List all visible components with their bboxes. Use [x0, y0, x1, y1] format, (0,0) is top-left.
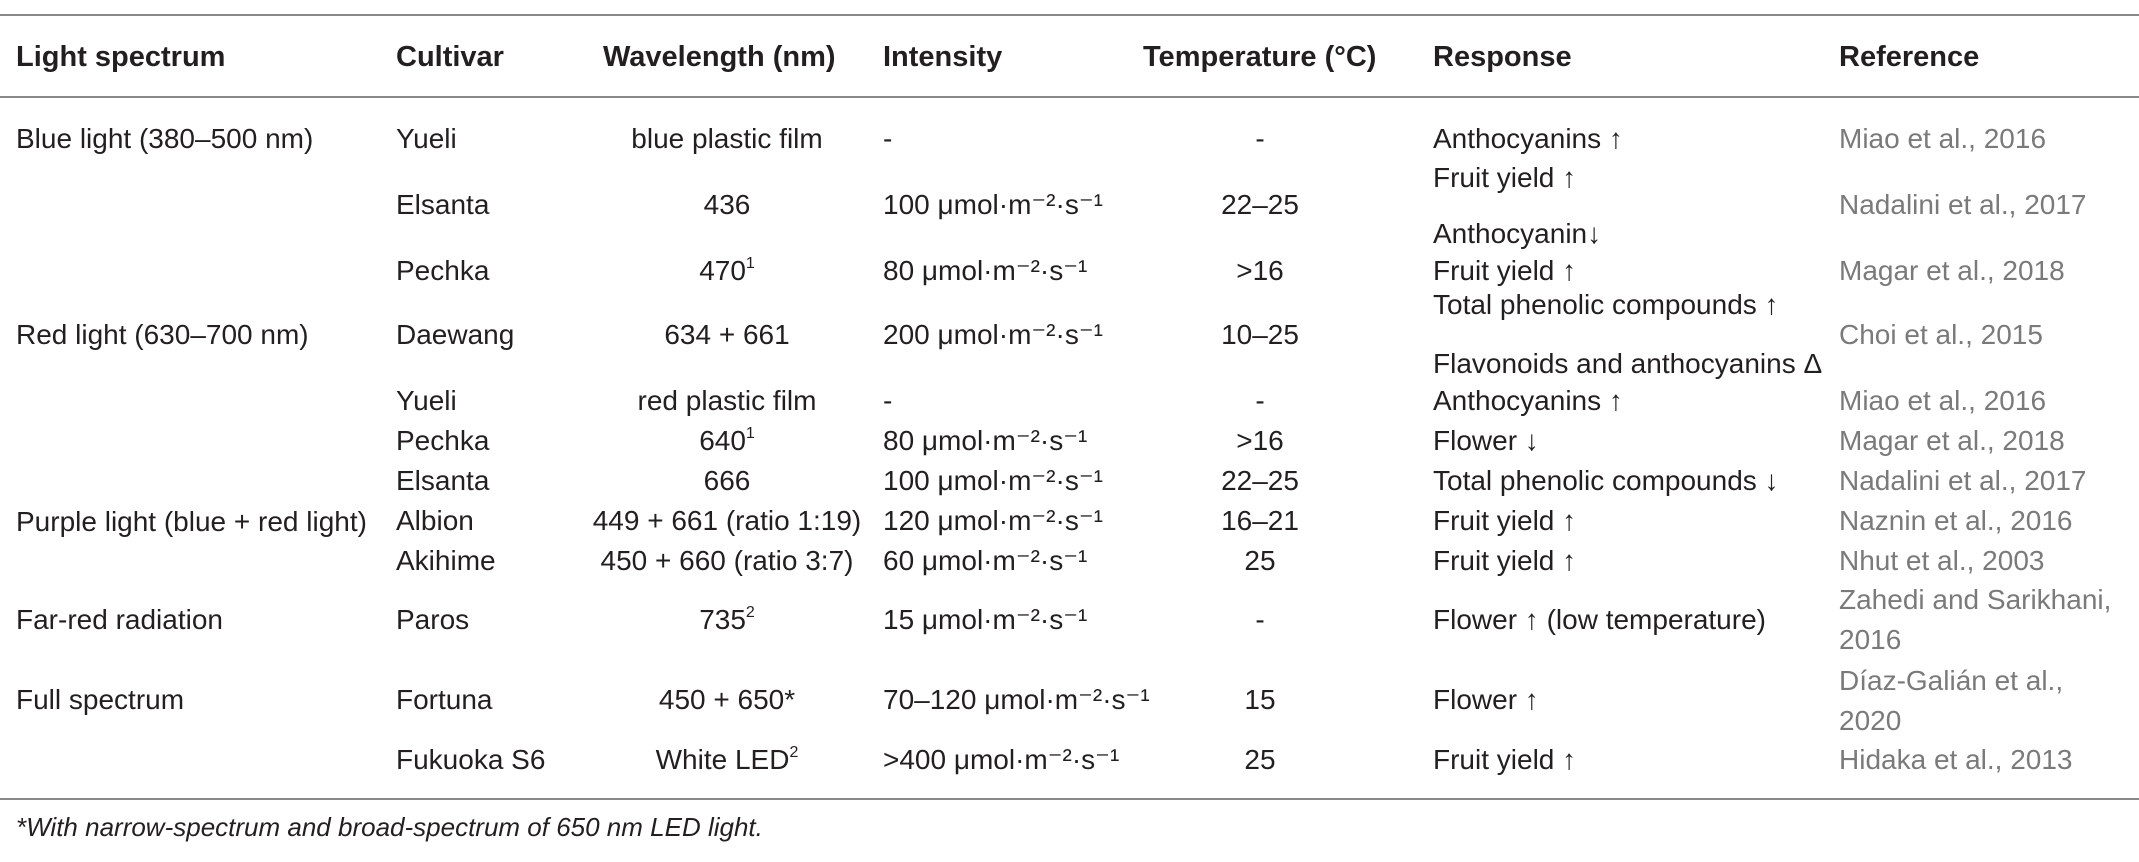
temperature-cell: 15 [1244, 684, 1276, 715]
reference-cell: Hidaka et al., 2013 [1839, 744, 2073, 775]
wavelength-cell: 436 [703, 189, 751, 220]
header-temperature: Temperature (°C) [1143, 41, 1377, 73]
intensity-cell: 100 μmol·m⁻²·s⁻¹ [883, 189, 1103, 220]
temperature-cell: 22–25 [1221, 189, 1299, 220]
header-light-spectrum: Light spectrum [16, 41, 226, 73]
header-response: Response [1433, 41, 1572, 73]
intensity-cell: 100 μmol·m⁻²·s⁻¹ [883, 465, 1103, 496]
cultivar-cell: Albion [396, 505, 474, 536]
intensity-cell: 200 μmol·m⁻²·s⁻¹ [883, 319, 1103, 350]
response-cell: Flower ↑ [1433, 684, 1539, 715]
header-wavelength: Wavelength (nm) [603, 41, 836, 73]
table-bottom-rule [0, 798, 2139, 800]
reference-cell: Nadalini et al., 2017 [1839, 189, 2087, 220]
wavelength-cell: 4701 [699, 255, 755, 286]
response-cell: Fruit yield ↑ [1433, 505, 1577, 536]
spectrum-label: Purple light (blue + red light) [16, 506, 367, 537]
temperature-cell: 16–21 [1221, 505, 1299, 536]
intensity-cell: 15 μmol·m⁻²·s⁻¹ [883, 604, 1088, 635]
intensity-cell: 80 μmol·m⁻²·s⁻¹ [883, 255, 1088, 286]
wavelength-cell: 6401 [699, 425, 755, 456]
reference-cell: Magar et al., 2018 [1839, 255, 2065, 286]
response-cell: Flavonoids and anthocyanins Δ [1433, 348, 1823, 379]
temperature-cell: - [1255, 385, 1265, 416]
wavelength-cell: 666 [703, 465, 751, 496]
table-header-rule [0, 96, 2139, 98]
cultivar-cell: Fortuna [396, 684, 493, 715]
temperature-cell: - [1255, 123, 1265, 154]
response-cell: Fruit yield ↑ [1433, 744, 1577, 775]
cultivar-cell: Elsanta [396, 189, 490, 220]
table-footnote: *With narrow-spectrum and broad-spectrum… [16, 812, 763, 842]
response-cell: Anthocyanins ↑ [1433, 385, 1623, 416]
reference-cell: Choi et al., 2015 [1839, 319, 2043, 350]
response-cell: Total phenolic compounds ↑ [1433, 289, 1779, 320]
temperature-cell: - [1255, 604, 1265, 635]
temperature-cell: 25 [1244, 545, 1276, 576]
response-cell: Fruit yield ↑ [1433, 545, 1577, 576]
reference-cell: Magar et al., 2018 [1839, 425, 2065, 456]
intensity-cell: >400 μmol·m⁻²·s⁻¹ [883, 744, 1120, 775]
intensity-cell: 60 μmol·m⁻²·s⁻¹ [883, 545, 1088, 576]
response-cell: Total phenolic compounds ↓ [1433, 465, 1779, 496]
temperature-cell: 22–25 [1221, 465, 1299, 496]
reference-cell: Miao et al., 2016 [1839, 385, 2047, 416]
wavelength-cell: White LED2 [655, 744, 799, 775]
cultivar-cell: Yueli [396, 385, 457, 416]
wavelength-cell: red plastic film [637, 385, 817, 416]
wavelength-footnote-marker: 2 [745, 604, 755, 621]
cultivar-cell: Pechka [396, 255, 490, 286]
response-cell: Fruit yield ↑ [1433, 255, 1577, 286]
wavelength-footnote-marker: 1 [745, 425, 755, 442]
wavelength-footnote-marker: 1 [745, 255, 755, 272]
spectrum-label: Full spectrum [16, 684, 185, 715]
reference-cell: Miao et al., 2016 [1839, 123, 2047, 154]
wavelength-cell: 449 + 661 (ratio 1:19) [592, 505, 862, 536]
cultivar-cell: Elsanta [396, 465, 490, 496]
spectrum-label: Blue light (380–500 nm) [16, 123, 314, 154]
reference-cell: Naznin et al., 2016 [1839, 505, 2073, 536]
header-cultivar: Cultivar [396, 41, 504, 73]
reference-cell: Nhut et al., 2003 [1839, 545, 2045, 576]
response-cell: Anthocyanins ↑ [1433, 123, 1623, 154]
response-cell: Fruit yield ↑ [1433, 162, 1577, 193]
reference-cell: 2016 [1839, 624, 1902, 655]
wavelength-cell: 634 + 661 [664, 319, 790, 350]
reference-cell: Díaz-Galián et al., [1839, 665, 2064, 696]
temperature-cell: 10–25 [1221, 319, 1299, 350]
temperature-cell: >16 [1236, 255, 1284, 286]
intensity-cell: - [883, 385, 893, 416]
temperature-cell: 25 [1244, 744, 1276, 775]
wavelength-footnote-marker: 2 [789, 744, 799, 761]
cultivar-cell: Daewang [396, 319, 515, 350]
response-cell: Flower ↓ [1433, 425, 1539, 456]
spectrum-label: Far-red radiation [16, 604, 223, 635]
reference-cell: Nadalini et al., 2017 [1839, 465, 2087, 496]
reference-cell: Zahedi and Sarikhani, [1839, 584, 2112, 615]
cultivar-cell: Yueli [396, 123, 457, 154]
wavelength-cell: 450 + 650* [658, 684, 796, 715]
table-top-rule [0, 14, 2139, 16]
cultivar-cell: Paros [396, 604, 470, 635]
wavelength-cell: 7352 [699, 604, 755, 635]
intensity-cell: 70–120 μmol·m⁻²·s⁻¹ [883, 684, 1150, 715]
wavelength-cell: blue plastic film [631, 123, 823, 154]
response-cell: Flower ↑ (low temperature) [1433, 604, 1766, 635]
spectrum-label: Red light (630–700 nm) [16, 319, 309, 350]
header-reference: Reference [1839, 41, 1980, 73]
intensity-cell: - [883, 123, 893, 154]
wavelength-cell: 450 + 660 (ratio 3:7) [600, 545, 854, 576]
cultivar-cell: Akihime [396, 545, 496, 576]
cultivar-cell: Pechka [396, 425, 490, 456]
cultivar-cell: Fukuoka S6 [396, 744, 546, 775]
intensity-cell: 120 μmol·m⁻²·s⁻¹ [883, 505, 1103, 536]
temperature-cell: >16 [1236, 425, 1284, 456]
response-cell: Anthocyanin↓ [1433, 218, 1602, 249]
header-intensity: Intensity [883, 41, 1003, 73]
intensity-cell: 80 μmol·m⁻²·s⁻¹ [883, 425, 1088, 456]
reference-cell: 2020 [1839, 705, 1902, 736]
